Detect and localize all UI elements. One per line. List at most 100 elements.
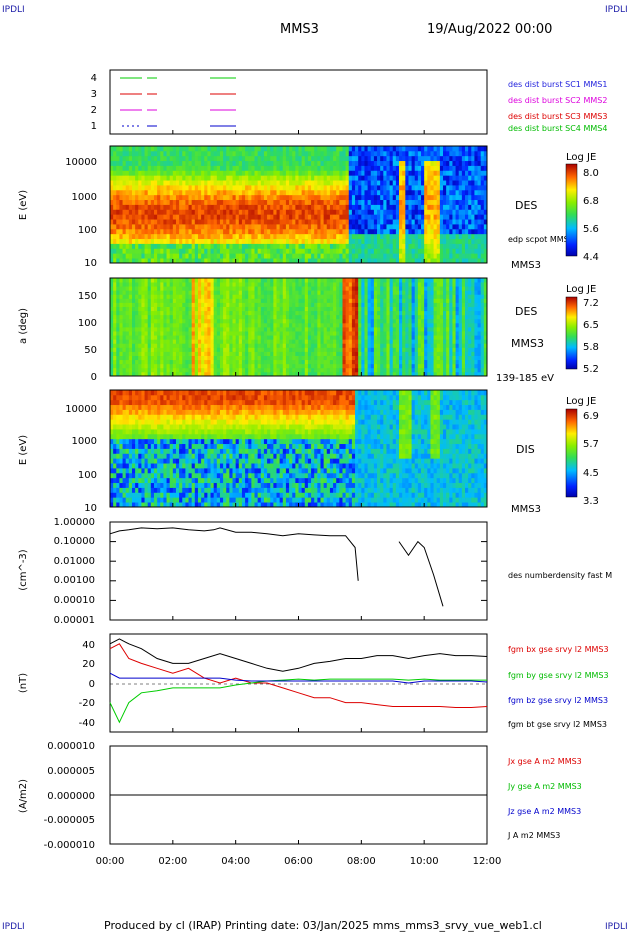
- colorbar-tick: 7.2: [583, 298, 599, 309]
- time-tick-label: 06:00: [284, 856, 313, 867]
- pitch-colorbar: [565, 296, 578, 370]
- bfield-ytick: 20: [82, 659, 95, 670]
- dis-ytick: 10000: [65, 404, 97, 415]
- dis-mms3-label: MMS3: [511, 504, 541, 515]
- colorbar-tick: 6.5: [583, 320, 599, 331]
- dis-ytick: 1000: [72, 436, 97, 447]
- pitch-ytick: 100: [78, 318, 97, 329]
- corner-label-bottom-right: IPDLI: [605, 922, 628, 932]
- bfield-legend-bt: fgm bt gse srvy l2 MMS3: [508, 720, 607, 729]
- colorbar-tick: 5.7: [583, 439, 599, 450]
- colorbar-tick: 3.3: [583, 496, 599, 507]
- pitch-ytick: 0: [91, 372, 97, 383]
- pitch-colorbar-title: Log JE: [566, 284, 596, 295]
- dis-ytick: 10: [84, 503, 97, 514]
- bfield-ylabel: (nT): [18, 673, 29, 693]
- burst-label-mms1: des dist burst SC1 MMS1: [508, 80, 607, 89]
- bfield-legend-bz: fgm bz gse srvy l2 MMS3: [508, 696, 608, 705]
- dis-energy-panel: 10000 1000 100 10 E (eV) DIS MMS3 Log JE…: [18, 389, 599, 515]
- satellite-title: MMS3: [280, 22, 319, 37]
- des-energy-label: DES: [515, 199, 537, 212]
- density-series-label: des numberdensity fast M: [508, 571, 612, 580]
- current-legend-jy: Jy gse A m2 MMS3: [507, 782, 582, 791]
- dis-label: DIS: [516, 443, 535, 456]
- des-energy-ylabel: E (eV): [18, 190, 29, 220]
- des-energy-colorbar-title: Log JE: [566, 152, 596, 163]
- dis-colorbar: [565, 408, 578, 498]
- burst-ytick-label: 4: [91, 73, 97, 84]
- colorbar-tick: 5.6: [583, 224, 599, 235]
- time-tick-label: 02:00: [158, 856, 187, 867]
- footer-credit: Produced by cl (IRAP) Printing date: 03/…: [104, 919, 542, 932]
- bfield-series-line: [109, 678, 487, 724]
- pitch-des-label: DES: [515, 305, 537, 318]
- current-panel: 0.000010 0.000005 0.000000 -0.000005 -0.…: [18, 741, 582, 851]
- des-energy-colorbar: [565, 163, 578, 257]
- current-ytick: 0.000010: [47, 741, 95, 752]
- density-series-line: [109, 527, 444, 607]
- bfield-series-line: [109, 638, 488, 672]
- time-tick-label: 10:00: [410, 856, 439, 867]
- burst-ytick-label: 3: [91, 89, 97, 100]
- colorbar-tick: 8.0: [583, 168, 599, 179]
- bfield-ytick: -40: [79, 718, 95, 729]
- current-ytick: 0.000005: [47, 766, 95, 777]
- bfield-series-line: [109, 643, 488, 708]
- density-ytick: 0.00001: [54, 615, 95, 626]
- density-ylabel: (cm^-3): [18, 549, 29, 590]
- des-pitch-panel: 150 100 50 0 a (deg) DES MMS3 139-185 eV…: [18, 277, 599, 384]
- burst-panel: 4 3 2 1 des dist burst SC1 MMS1 des dist…: [91, 69, 607, 135]
- current-legend-jz: Jz gse A m2 MMS3: [507, 807, 581, 816]
- burst-indicator-lines: [120, 77, 236, 127]
- bfield-ytick: 0: [89, 679, 95, 690]
- pitch-ytick: 150: [78, 291, 97, 302]
- current-ytick: -0.000005: [44, 815, 95, 826]
- colorbar-tick: 4.4: [583, 252, 599, 263]
- date-title: 19/Aug/2022 00:00: [427, 22, 553, 37]
- colorbar-tick: 6.8: [583, 196, 599, 207]
- density-ytick: 0.01000: [54, 556, 95, 567]
- des-energy-ytick: 100: [78, 225, 97, 236]
- bfield-ytick: -20: [79, 698, 95, 709]
- pitch-ylabel: a (deg): [18, 308, 29, 344]
- des-energy-ytick: 10: [84, 258, 97, 269]
- current-legend-j: J A m2 MMS3: [507, 831, 560, 840]
- bfield-series-line: [109, 672, 488, 684]
- pitch-mms3-label: MMS3: [511, 337, 544, 350]
- dis-ytick: 100: [78, 470, 97, 481]
- pitch-energy-range: 139-185 eV: [496, 373, 554, 384]
- colorbar-tick: 5.2: [583, 364, 599, 375]
- des-scpot-label: edp scpot MMS3: [508, 235, 574, 244]
- current-ylabel: (A/m2): [18, 779, 29, 813]
- pitch-ytick: 50: [84, 345, 97, 356]
- burst-ytick-label: 2: [91, 105, 97, 116]
- des-pitch-spectrogram: [110, 278, 488, 377]
- colorbar-tick: 6.9: [583, 411, 599, 422]
- bfield-ytick: 40: [82, 640, 95, 651]
- time-tick-label: 00:00: [96, 856, 125, 867]
- des-energy-spectrogram: [110, 146, 488, 264]
- density-ytick: 0.00100: [54, 575, 95, 586]
- des-energy-ytick: 10000: [65, 157, 97, 168]
- density-ytick: 0.10000: [54, 536, 95, 547]
- density-ytick: 1.00000: [54, 517, 95, 528]
- dis-energy-spectrogram: [110, 390, 488, 508]
- des-energy-ytick: 1000: [72, 192, 97, 203]
- burst-label-mms3: des dist burst SC3 MMS3: [508, 112, 607, 121]
- time-tick-label: 12:00: [473, 856, 502, 867]
- corner-label-top-left: IPDLI: [2, 5, 25, 15]
- time-tick-label: 04:00: [221, 856, 250, 867]
- time-axis: 00:00 02:00 04:00 06:00 08:00 10:00 12:00: [96, 130, 502, 867]
- time-tick-label: 08:00: [347, 856, 376, 867]
- bfield-legend-by: fgm by gse srvy l2 MMS3: [508, 671, 609, 680]
- burst-label-mms4: des dist burst SC4 MMS4: [508, 124, 607, 133]
- colorbar-tick: 4.5: [583, 468, 599, 479]
- dis-colorbar-title: Log JE: [566, 396, 596, 407]
- current-legend-jx: Jx gse A m2 MMS3: [507, 757, 582, 766]
- dis-ylabel: E (eV): [18, 435, 29, 465]
- corner-label-top-right: IPDLI: [605, 5, 628, 15]
- burst-ytick-label: 1: [91, 121, 97, 132]
- density-panel: 1.00000 0.10000 0.01000 0.00100 0.00010 …: [18, 517, 612, 626]
- bfield-legend-bx: fgm bx gse srvy l2 MMS3: [508, 645, 609, 654]
